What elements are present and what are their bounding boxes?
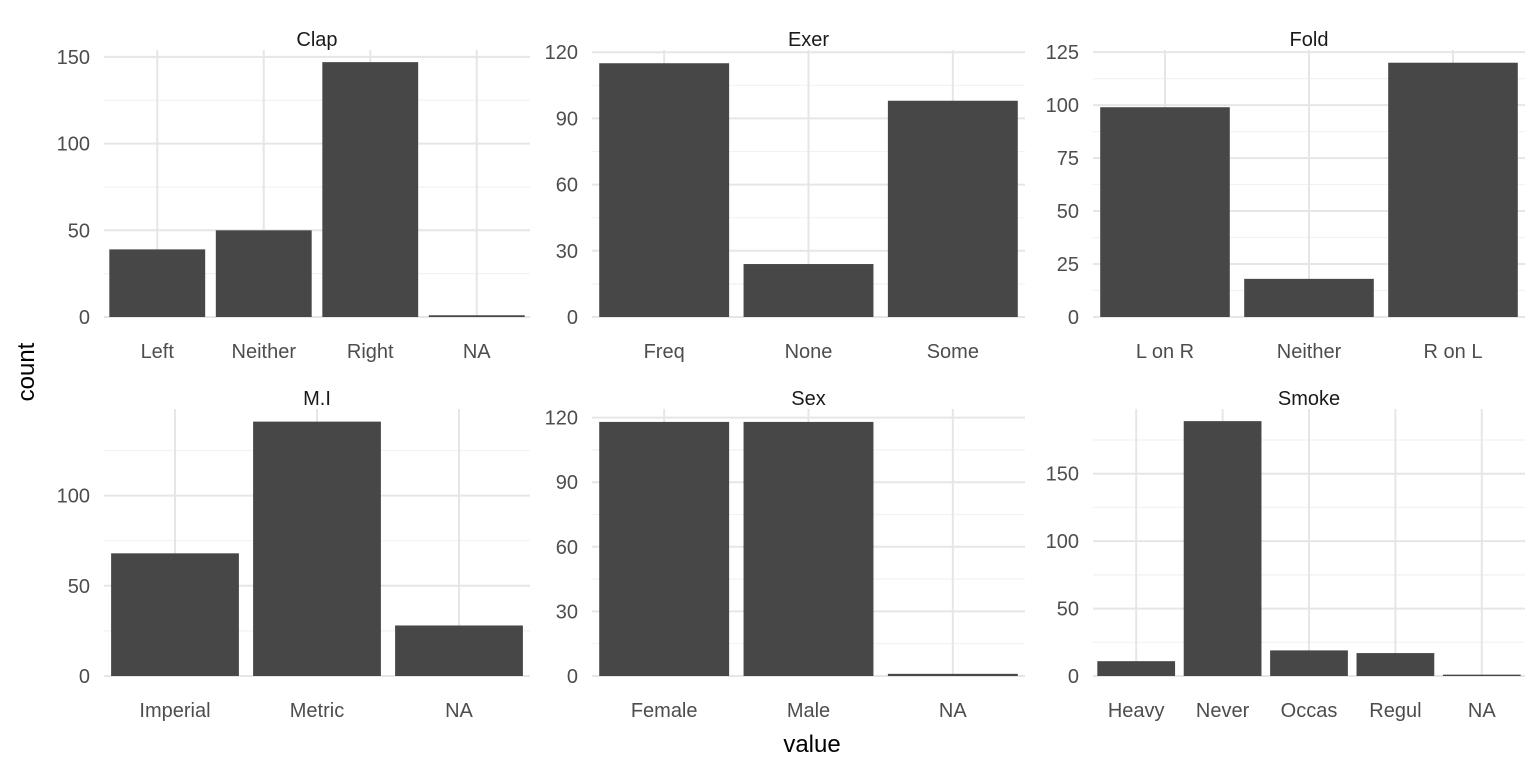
bar-some [887, 100, 1018, 317]
x-tick-label: NA [939, 700, 967, 722]
bar-l-on-r [1100, 107, 1230, 317]
y-tick-label: 100 [1046, 531, 1079, 553]
bar-na [1442, 674, 1521, 676]
x-tick-label: Right [347, 341, 394, 363]
y-tick-label: 60 [556, 175, 578, 197]
bar-left [109, 249, 206, 317]
bar-neither [215, 230, 312, 317]
y-tick-label: 0 [79, 307, 90, 329]
facet-title: Clap [296, 29, 337, 51]
y-tick-label: 0 [1068, 307, 1079, 329]
y-tick-label: 30 [556, 241, 578, 263]
y-tick-label: 150 [57, 47, 90, 69]
facet-panels: 0 50 100 150 Left Neither Right NA Clap 0 30 60 90 12… [57, 29, 1525, 722]
bar-na [887, 673, 1018, 676]
y-tick-label: 100 [57, 134, 90, 156]
y-tick-label: 60 [556, 537, 578, 559]
x-tick-label: L on R [1136, 341, 1194, 363]
facet-panel-sex: 0 30 60 90 120 Female Male NA Sex [545, 388, 1025, 722]
bar-neither [1244, 278, 1374, 317]
facet-title: Exer [788, 29, 829, 51]
bar-female [599, 421, 730, 676]
y-tick-label: 0 [79, 666, 90, 688]
y-tick-label: 0 [567, 307, 578, 329]
y-tick-label: 75 [1057, 148, 1079, 170]
x-tick-label: Freq [644, 341, 685, 363]
y-axis-label: count [13, 342, 40, 401]
x-tick-label: Left [141, 341, 175, 363]
bar-occas [1270, 650, 1348, 676]
facet-panel-clap: 0 50 100 150 Left Neither Right NA Clap [57, 29, 530, 363]
facet-panel-exer: 0 30 60 90 120 Freq None Some Exer [545, 29, 1025, 363]
x-tick-label: Neither [232, 341, 297, 363]
facet-title: M.I [303, 388, 331, 410]
facet-panel-smoke: 0 50 100 150 Heavy Never Occas Regul NA Smoke [1046, 388, 1525, 722]
bar-na [395, 625, 523, 676]
x-tick-label: Neither [1277, 341, 1342, 363]
y-tick-label: 100 [1046, 95, 1079, 117]
facet-title: Fold [1290, 29, 1329, 51]
y-tick-label: 50 [68, 576, 90, 598]
y-tick-label: 30 [556, 601, 578, 623]
y-tick-label: 50 [1057, 201, 1079, 223]
x-tick-label: NA [445, 700, 473, 722]
bar-none [743, 264, 874, 317]
y-tick-label: 50 [68, 220, 90, 242]
y-tick-label: 120 [545, 42, 578, 64]
x-tick-label: R on L [1424, 341, 1483, 363]
bar-heavy [1097, 661, 1176, 676]
facet-panel-fold: 0 25 50 75 100 125 L on R Neither R on L Fold [1046, 29, 1525, 363]
bar-metric [253, 421, 381, 676]
facet-panel-m-i: 0 50 100 Imperial Metric NA M.I [57, 388, 530, 722]
y-tick-label: 0 [1068, 666, 1079, 688]
facet-title: Sex [791, 388, 825, 410]
x-tick-label: NA [463, 341, 491, 363]
bar-regul [1356, 653, 1435, 676]
x-tick-label: NA [1468, 700, 1496, 722]
x-tick-label: Regul [1369, 700, 1421, 722]
y-tick-label: 90 [556, 472, 578, 494]
y-tick-label: 0 [567, 666, 578, 688]
bar-right [322, 62, 419, 317]
y-tick-label: 90 [556, 108, 578, 130]
x-tick-label: Occas [1281, 700, 1338, 722]
x-tick-label: Some [927, 341, 979, 363]
y-tick-label: 25 [1057, 254, 1079, 276]
x-axis-label: value [783, 731, 840, 758]
x-tick-label: Imperial [139, 700, 210, 722]
x-tick-label: Heavy [1108, 700, 1165, 722]
bar-na [428, 315, 525, 317]
bar-never [1183, 421, 1262, 676]
bar-freq [599, 63, 730, 317]
x-tick-label: Male [787, 700, 830, 722]
y-tick-label: 125 [1046, 42, 1079, 64]
x-tick-label: Never [1196, 700, 1250, 722]
y-tick-label: 50 [1057, 599, 1079, 621]
bar-male [743, 421, 874, 676]
y-tick-label: 150 [1046, 464, 1079, 486]
x-tick-label: None [785, 341, 833, 363]
y-tick-label: 120 [545, 408, 578, 430]
x-tick-label: Female [631, 700, 698, 722]
facet-title: Smoke [1278, 388, 1340, 410]
bar-r-on-l [1388, 62, 1518, 317]
bar-imperial [111, 553, 239, 676]
y-tick-label: 100 [57, 486, 90, 508]
x-tick-label: Metric [290, 700, 344, 722]
